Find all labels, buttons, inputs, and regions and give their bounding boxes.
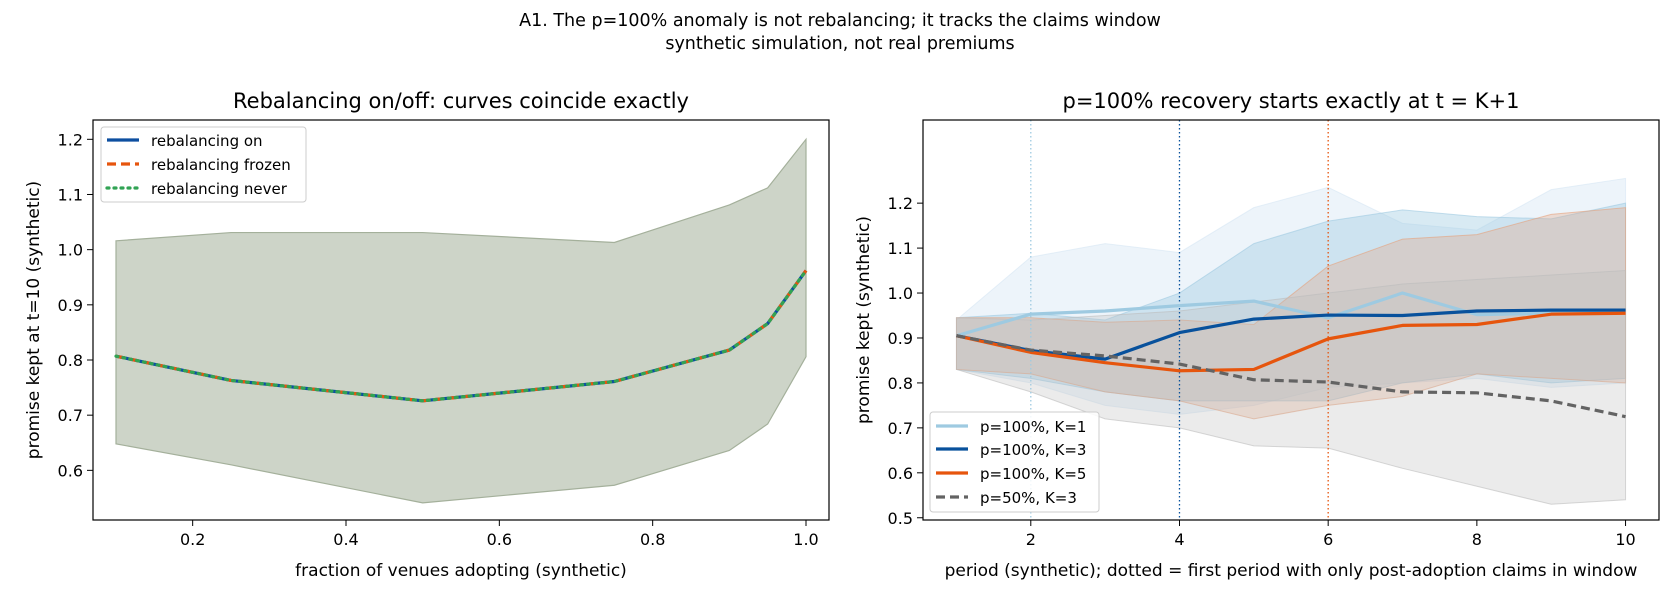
right-chart-title: p=100% recovery starts exactly at t = K+… [1063, 89, 1520, 113]
left-y-tick-label: 1.1 [58, 185, 83, 204]
right-axes-frame [922, 119, 1660, 521]
left-y-tick-label: 1.2 [58, 130, 83, 149]
right-series-0 [956, 291, 1626, 338]
right-band-3 [955, 270, 1627, 505]
right-y-tick-label: 0.6 [888, 464, 913, 483]
right-y-tick-label: 1.2 [888, 194, 913, 213]
right-x-tick-label: 6 [1323, 530, 1333, 549]
right-band-layer [955, 177, 1627, 505]
left-x-tick-label: 0.4 [333, 530, 358, 549]
right-y-axis-label: promise kept (synthetic) [854, 216, 874, 424]
right-x-tick-label: 8 [1472, 530, 1482, 549]
right-y-axis: 0.5 0.6 0.7 0.8 0.9 1.0 1.1 1.2 [888, 194, 923, 528]
right-series-1 [956, 308, 1626, 361]
right-y-tick-label: 0.8 [888, 374, 913, 393]
legend-label-k1: p=100%, K=1 [980, 418, 1086, 436]
left-y-tick-label: 0.9 [58, 296, 83, 315]
left-x-tick-label: 0.6 [487, 530, 512, 549]
legend-label-rebalancing-never: rebalancing never [151, 180, 288, 198]
right-line-layer [956, 291, 1626, 419]
figure-suptitle-line2: synthetic simulation, not real premiums [665, 34, 1015, 54]
right-y-tick-label: 0.5 [888, 509, 913, 528]
legend-label-rebalancing-on: rebalancing on [151, 132, 263, 150]
right-y-tick-label: 1.1 [888, 239, 913, 258]
left-legend: rebalancing on rebalancing frozen rebala… [100, 126, 307, 203]
left-x-tick-label: 0.8 [640, 530, 665, 549]
left-x-tick-label: 1.0 [793, 530, 818, 549]
right-chart: p=100% recovery starts exactly at t = K+… [854, 89, 1660, 581]
left-line-layer [114, 269, 808, 403]
left-band-layer [115, 137, 807, 504]
legend-label-rebalancing-frozen: rebalancing frozen [151, 156, 291, 174]
right-series-2 [956, 311, 1626, 373]
legend-label-p50: p=50%, K=3 [980, 489, 1077, 507]
right-y-tick-label: 0.7 [888, 419, 913, 438]
right-x-tick-label: 4 [1174, 530, 1184, 549]
right-x-tick-label: 10 [1615, 530, 1635, 549]
legend-label-k3: p=100%, K=3 [980, 441, 1086, 459]
left-x-axis-label: fraction of venues adopting (synthetic) [295, 561, 627, 581]
legend-label-k5: p=100%, K=5 [980, 465, 1086, 483]
figure-suptitle-line1: A1. The p=100% anomaly is not rebalancin… [519, 11, 1161, 31]
left-series-rebalancing-never [114, 269, 808, 403]
right-y-tick-label: 0.9 [888, 329, 913, 348]
right-legend: p=100%, K=1 p=100%, K=3 p=100%, K=5 p=50… [929, 411, 1100, 513]
left-y-tick-label: 0.8 [58, 351, 83, 370]
right-x-axis-label: period (synthetic); dotted = first perio… [945, 561, 1638, 581]
left-y-tick-label: 0.6 [58, 461, 83, 480]
left-chart: Rebalancing on/off: curves coincide exac… [24, 89, 830, 581]
right-x-tick-label: 2 [1026, 530, 1036, 549]
left-confidence-band [115, 137, 807, 504]
right-y-tick-label: 1.0 [888, 284, 913, 303]
right-series-3 [956, 334, 1626, 419]
left-x-axis: 0.2 0.4 0.6 0.8 1.0 [180, 520, 819, 549]
right-x-axis: 2 4 6 8 10 [1026, 520, 1636, 549]
left-chart-title: Rebalancing on/off: curves coincide exac… [233, 89, 689, 113]
left-y-axis-label: promise kept at t=10 (synthetic) [24, 181, 44, 459]
left-y-tick-label: 1.0 [58, 241, 83, 260]
left-y-axis: 0.6 0.7 0.8 0.9 1.0 1.1 1.2 [58, 130, 93, 480]
left-axes-frame [92, 119, 830, 521]
left-y-tick-label: 0.7 [58, 406, 83, 425]
left-x-tick-label: 0.2 [180, 530, 205, 549]
